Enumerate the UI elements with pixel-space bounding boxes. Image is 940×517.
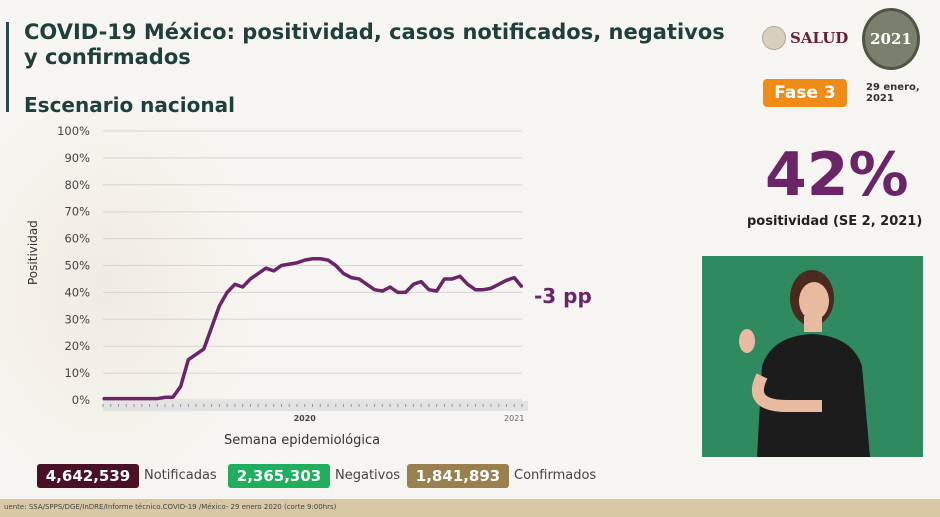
positivity-line [103,257,524,401]
data-point [342,272,345,275]
source-footer: uente: SSA/SPPS/DGE/InDRE/Informe técnic… [0,499,940,517]
data-point [334,264,337,267]
data-point [451,278,453,280]
change-annotation: -3 pp [534,284,592,308]
y-tick-label: 10% [64,366,90,380]
data-point [303,259,306,261]
sign-language-interpreter-video [702,256,923,457]
notificadas-value: 4,642,539 [37,464,139,488]
data-point [257,272,259,275]
data-point [513,276,516,279]
data-point [296,262,298,264]
data-point [490,287,492,290]
confirmados-label: Confirmados [514,468,597,483]
data-point [373,288,376,291]
data-point [210,326,213,329]
y-tick-label: 40% [64,285,90,299]
data-point [195,353,197,356]
data-point [412,283,415,286]
y-tick-label: 30% [64,312,90,326]
data-point [125,397,128,400]
negativos-value: 2,365,303 [228,464,330,488]
data-point [443,278,446,280]
positivity-line-chart: 0% 10% 20% 30% 40% 50% 60% 70% 80% 90% 100% 2020 202… [57,124,528,423]
data-point [311,257,314,260]
data-point [187,358,190,361]
title-accent-bar [6,22,9,112]
x-axis-band [103,401,528,411]
x-axis-label: Semana epidemiológica [224,433,381,448]
y-tick-label: 0% [72,393,90,407]
data-point [482,288,485,291]
y-tick-label: 50% [64,259,90,273]
page-subtitle: Escenario nacional [24,93,235,117]
data-point [521,286,523,288]
data-point [133,397,135,400]
data-point [249,278,252,280]
phase-badge: Fase 3 [763,79,847,107]
data-point [389,286,391,288]
report-date: 29 enero, 2021 [866,82,920,104]
y-tick-label: 100% [57,124,90,138]
data-point [172,396,174,399]
y-tick-label: 60% [64,232,90,246]
y-tick-label: 90% [64,151,90,165]
data-point [459,275,461,278]
data-point [140,397,143,400]
salud-logo: SALUD [762,26,848,50]
data-point [474,288,477,291]
data-point [350,276,353,279]
data-point [404,291,407,294]
data-point [366,283,368,286]
data-point [272,270,275,272]
negativos-label: Negativos [335,468,401,483]
year-label-2021: 2021 [504,414,524,423]
data-point [327,259,329,261]
data-point [420,280,422,283]
year-label-2020: 2020 [294,414,317,423]
data-point [358,278,360,280]
data-point [179,385,182,388]
y-tick-label: 70% [64,205,90,219]
data-point [156,397,159,400]
page-title: COVID-19 México: positividad, casos noti… [24,20,725,69]
data-point [466,283,469,286]
mexico-2021-logo: 2021 [862,8,920,70]
y-tick-label: 20% [64,339,90,353]
data-point [117,397,120,400]
data-point [148,397,151,400]
data-point [280,264,283,267]
data-point [218,305,221,307]
data-point [319,257,322,260]
salud-logo-text: SALUD [790,29,849,47]
data-point [241,286,244,288]
data-point [288,263,291,265]
data-point [435,290,438,292]
data-point [234,283,236,286]
data-point [381,290,384,292]
data-point [505,279,508,282]
data-point [428,288,430,291]
positivity-value: 42% [765,140,909,210]
data-point [102,397,104,400]
positivity-label: positividad (SE 2, 2021) [747,214,923,229]
data-point [397,291,399,294]
confirmados-value: 1,841,893 [407,464,509,488]
data-point [497,283,500,286]
y-tick-label: 80% [64,178,90,192]
data-point [203,348,205,350]
data-point [265,267,267,269]
national-seal-icon [762,26,786,50]
notificadas-label: Notificadas [144,468,217,483]
data-point [226,291,228,294]
data-point [109,397,112,400]
background-pattern [0,90,260,490]
logo-year: 2021 [870,30,912,48]
data-point [164,396,166,399]
interpreter-figure [739,270,870,457]
